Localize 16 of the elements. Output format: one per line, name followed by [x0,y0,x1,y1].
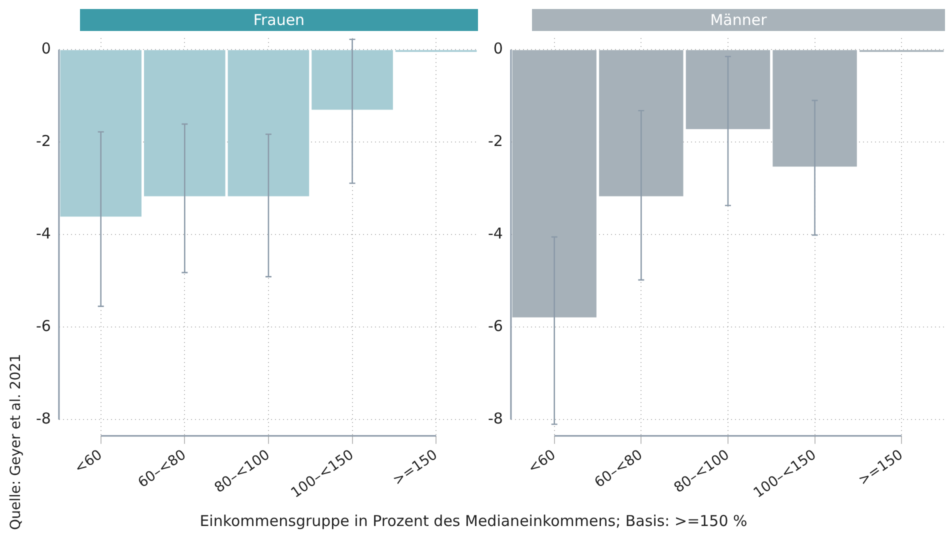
y-tick-label: -8 [488,410,503,428]
x-tick-label: <60 [72,446,106,477]
y-tick-label: 0 [493,39,503,58]
chart-title: Frauen [80,9,478,31]
y-tick-label: -4 [36,224,51,242]
y-tick-label: -2 [488,132,503,150]
y-tick-label: -6 [488,317,503,336]
y-tick-label: -2 [36,132,51,150]
y-tick-label: -4 [488,224,503,242]
x-tick-label: <60 [525,446,559,477]
x-axis-title: Einkommensgruppe in Prozent des Medianeinkommens; Basis: >=150 % [200,512,748,530]
source-note: Quelle: Geyer et al. 2021 [8,354,24,530]
chart-title: Männer [532,9,945,31]
y-tick-label: -6 [36,317,51,336]
y-tick-label: -8 [36,410,51,428]
y-tick-label: 0 [41,39,51,58]
